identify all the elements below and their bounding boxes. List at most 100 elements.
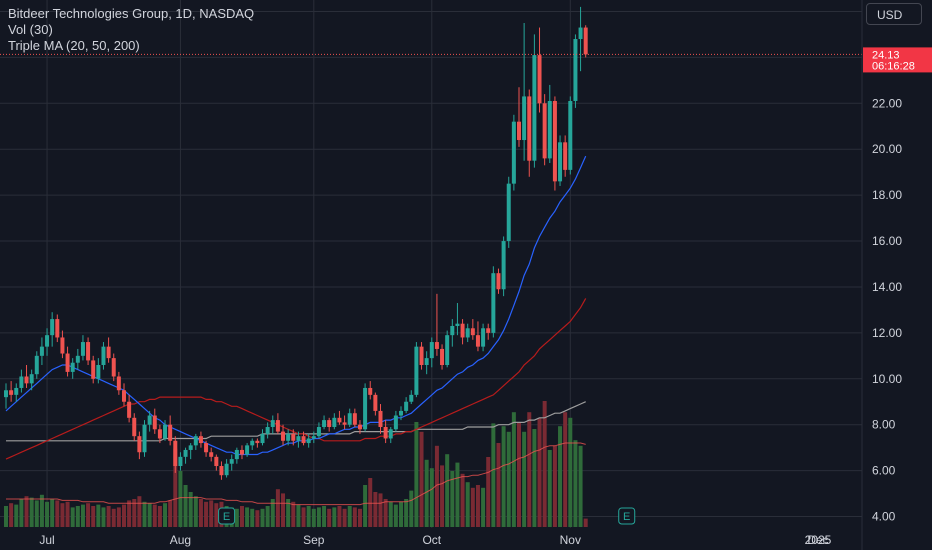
volume-bar bbox=[147, 503, 152, 527]
candle bbox=[532, 34, 537, 168]
volume-bar bbox=[132, 499, 137, 527]
candle bbox=[342, 415, 347, 430]
candle bbox=[583, 25, 588, 58]
candle bbox=[29, 369, 34, 391]
symbol-title[interactable]: Bitdeer Technologies Group, 1D, NASDAQ bbox=[8, 6, 255, 21]
candle bbox=[281, 424, 286, 446]
ma20-line bbox=[5, 155, 587, 456]
price-axis[interactable]: 26.0024.0022.0020.0018.0016.0014.0012.00… bbox=[861, 0, 902, 550]
volume-bar bbox=[470, 487, 475, 527]
time-tick-label: Aug bbox=[170, 533, 191, 547]
volume-ma-line bbox=[6, 442, 586, 506]
earnings-marker[interactable]: E bbox=[218, 507, 236, 525]
candle-body bbox=[409, 394, 414, 402]
candle-body bbox=[188, 445, 193, 450]
volume-bar bbox=[583, 518, 588, 527]
candle bbox=[332, 413, 337, 430]
volume-bar bbox=[578, 445, 583, 527]
earnings-marker[interactable]: E bbox=[618, 507, 636, 525]
candle-body bbox=[378, 410, 383, 427]
currency-button[interactable]: USD bbox=[866, 3, 922, 25]
candle bbox=[204, 440, 209, 457]
candle bbox=[39, 337, 44, 366]
candle-body bbox=[86, 342, 91, 361]
volume-bar bbox=[357, 508, 362, 527]
candle-body bbox=[481, 328, 486, 347]
candle bbox=[424, 351, 429, 375]
ma-indicator-label[interactable]: Triple MA (20, 50, 200) bbox=[8, 38, 140, 53]
candle-body bbox=[424, 358, 429, 366]
candle bbox=[101, 342, 106, 370]
candle bbox=[388, 426, 393, 444]
volume-bar bbox=[188, 492, 193, 527]
candle-body bbox=[106, 346, 111, 359]
volume-bar bbox=[337, 506, 342, 527]
candle bbox=[152, 408, 157, 434]
candle bbox=[250, 438, 255, 450]
candle bbox=[547, 84, 552, 163]
candle-body bbox=[65, 353, 70, 372]
candle-body bbox=[209, 452, 214, 457]
volume-bar bbox=[450, 471, 455, 527]
volume-bar bbox=[460, 473, 465, 527]
candle bbox=[4, 383, 8, 409]
candle bbox=[147, 410, 152, 432]
candle-body bbox=[250, 440, 255, 446]
candle bbox=[229, 454, 234, 471]
volume-bar bbox=[445, 454, 450, 527]
candle bbox=[142, 420, 147, 457]
price-tick-label: 18.00 bbox=[872, 188, 902, 202]
candle-body bbox=[198, 436, 203, 444]
candle-body bbox=[132, 417, 137, 437]
candle bbox=[209, 447, 214, 462]
volume-bar bbox=[383, 499, 388, 527]
candle-body bbox=[275, 420, 280, 432]
volume-bar bbox=[116, 507, 121, 527]
candle-body bbox=[347, 413, 352, 425]
candle bbox=[378, 404, 383, 434]
candle-body bbox=[214, 456, 219, 467]
candle-body bbox=[522, 96, 527, 141]
volume-bar bbox=[552, 445, 557, 527]
volume-bar bbox=[19, 499, 24, 527]
candle-body bbox=[255, 440, 260, 444]
moving-averages bbox=[5, 155, 587, 460]
candle bbox=[496, 268, 501, 294]
candle-body bbox=[316, 426, 321, 437]
candle-body bbox=[75, 355, 80, 363]
candle-body bbox=[116, 376, 121, 391]
candle-body bbox=[178, 456, 183, 467]
candle bbox=[419, 342, 424, 370]
volume-bar bbox=[209, 500, 214, 527]
volume-indicator-label[interactable]: Vol (30) bbox=[8, 22, 53, 37]
candle-body bbox=[373, 394, 378, 411]
candle bbox=[501, 236, 506, 297]
volume-bar bbox=[101, 507, 106, 527]
time-tick-label: Nov bbox=[560, 533, 581, 547]
candle bbox=[450, 319, 455, 347]
candle bbox=[368, 381, 373, 400]
candle bbox=[157, 424, 162, 444]
candle-body bbox=[419, 346, 424, 366]
volume-bar bbox=[168, 500, 173, 527]
volume-bar bbox=[281, 493, 286, 527]
volume-bar bbox=[86, 503, 91, 527]
candle bbox=[481, 323, 486, 352]
candle bbox=[573, 34, 578, 108]
candle-body bbox=[245, 445, 250, 455]
candle-body bbox=[24, 376, 29, 384]
volume-bar bbox=[29, 497, 34, 527]
volume-bar bbox=[152, 504, 157, 527]
candle-body bbox=[322, 420, 327, 427]
candle bbox=[275, 413, 280, 434]
candle bbox=[383, 420, 388, 444]
candle bbox=[193, 433, 198, 450]
candle-body bbox=[440, 348, 445, 366]
volume-bars bbox=[4, 401, 588, 527]
candle-body bbox=[342, 422, 347, 425]
volume-bar bbox=[127, 500, 132, 527]
candle-body bbox=[163, 424, 168, 439]
